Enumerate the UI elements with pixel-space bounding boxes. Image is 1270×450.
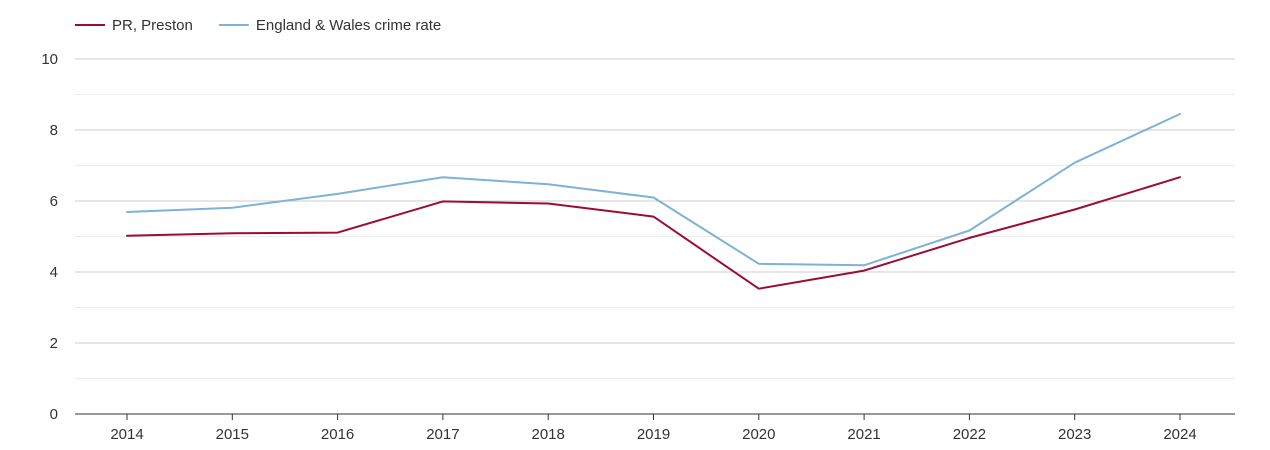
y-tick-label: 4 — [50, 264, 58, 281]
y-tick-label: 2 — [50, 335, 58, 352]
x-tick-label: 2019 — [637, 426, 670, 443]
legend-item[interactable]: England & Wales crime rate — [218, 17, 441, 34]
x-axis-ticks: 2014 2015 2016 2017 2018 2019 2020 2021 2022 2023… — [110, 414, 1197, 443]
x-tick-label: 2024 — [1163, 426, 1196, 443]
y-tick-label: 6 — [50, 193, 58, 210]
legend: PR, Preston England & Wales crime rate — [75, 17, 441, 34]
legend-label: PR, Preston — [112, 17, 193, 34]
series-lines — [126, 113, 1181, 290]
x-tick-label: 2023 — [1058, 426, 1091, 443]
y-tick-label: 10 — [41, 51, 58, 68]
y-tick-label: 8 — [50, 122, 58, 139]
series-line-england-wales-crime-rate — [126, 113, 1181, 267]
x-tick-label: 2017 — [426, 426, 459, 443]
grid-lines — [75, 58, 1235, 379]
legend-item[interactable]: PR, Preston — [75, 17, 193, 34]
x-tick-label: 2016 — [321, 426, 354, 443]
y-axis-ticks: 0 2 4 6 8 10 — [41, 51, 58, 423]
x-tick-label: 2021 — [847, 426, 880, 443]
x-tick-label: 2022 — [953, 426, 986, 443]
x-tick-label: 2014 — [110, 426, 143, 443]
y-tick-label: 0 — [50, 406, 58, 423]
x-tick-label: 2015 — [216, 426, 249, 443]
series-line-pr-preston — [126, 176, 1181, 290]
x-tick-label: 2018 — [532, 426, 565, 443]
x-tick-label: 2020 — [742, 426, 775, 443]
legend-label: England & Wales crime rate — [256, 17, 441, 34]
